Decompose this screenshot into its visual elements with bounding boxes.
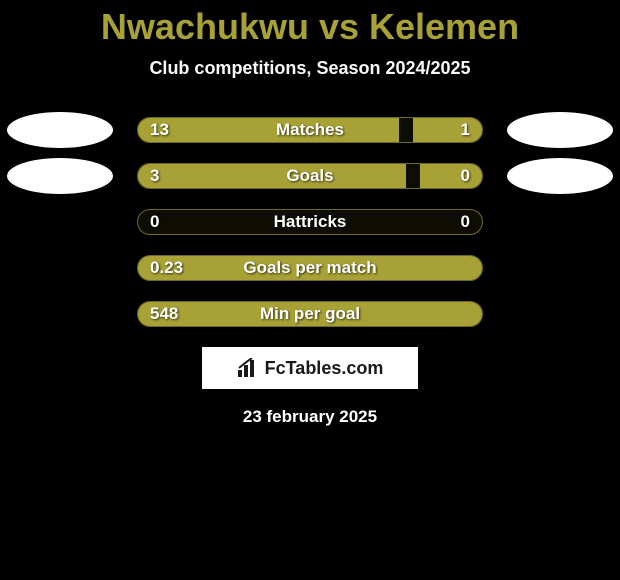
bar-chart-icon <box>237 358 259 378</box>
stat-bar: 0.23 Goals per match <box>137 255 483 281</box>
stat-bar-left-fill <box>138 118 399 142</box>
stat-bar-right-fill <box>413 118 482 142</box>
player-right-marker <box>507 158 613 194</box>
stat-row: 3 Goals 0 <box>0 163 620 189</box>
stat-row: 13 Matches 1 <box>0 117 620 143</box>
stat-bar-left-fill <box>138 302 482 326</box>
player-left-marker <box>7 112 113 148</box>
stat-bar: 13 Matches 1 <box>137 117 483 143</box>
stat-bar: 548 Min per goal <box>137 301 483 327</box>
branding-text: FcTables.com <box>265 358 384 379</box>
footer-date: 23 february 2025 <box>0 407 620 427</box>
stats-list: 13 Matches 1 3 Goals 0 0 Hattr <box>0 117 620 327</box>
stat-row: 548 Min per goal <box>0 301 620 327</box>
player-left-marker <box>7 158 113 194</box>
stat-bar-right-fill <box>420 164 482 188</box>
stat-bar-left-fill <box>138 164 406 188</box>
stat-bar: 3 Goals 0 <box>137 163 483 189</box>
stat-label: Hattricks <box>138 210 482 234</box>
stat-bar: 0 Hattricks 0 <box>137 209 483 235</box>
stat-row: 0.23 Goals per match <box>0 255 620 281</box>
stat-left-value: 0 <box>150 210 159 234</box>
branding-badge: FcTables.com <box>202 347 418 389</box>
stat-bar-left-fill <box>138 256 482 280</box>
comparison-card: Nwachukwu vs Kelemen Club competitions, … <box>0 0 620 580</box>
page-subtitle: Club competitions, Season 2024/2025 <box>0 58 620 79</box>
stat-row: 0 Hattricks 0 <box>0 209 620 235</box>
stat-right-value: 0 <box>461 210 470 234</box>
page-title: Nwachukwu vs Kelemen <box>0 0 620 48</box>
player-right-marker <box>507 112 613 148</box>
